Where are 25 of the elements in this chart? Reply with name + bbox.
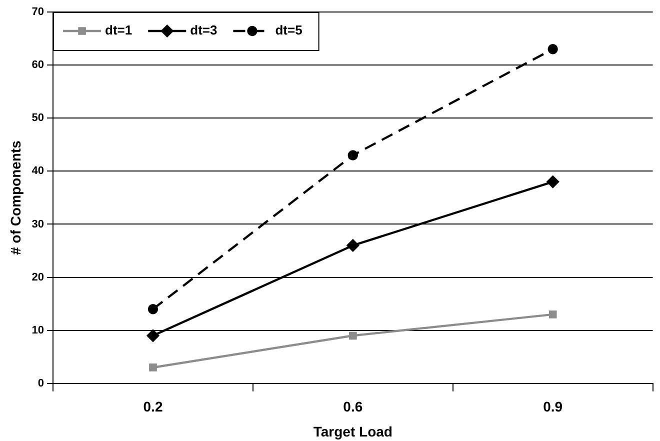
x-tick-label: 0.9 [543, 398, 563, 415]
legend-label: dt=1 [105, 22, 132, 38]
point [149, 364, 157, 372]
y-tick-label: 40 [32, 165, 44, 178]
y-tick-label: 60 [32, 59, 44, 72]
x-axis-title: Target Load [313, 423, 392, 440]
y-axis-title: # of Components [7, 140, 24, 255]
point [148, 304, 158, 314]
point [348, 150, 358, 160]
point [548, 44, 558, 54]
y-tick-label: 10 [32, 324, 44, 336]
y-tick-label: 20 [32, 271, 44, 284]
point [546, 176, 559, 188]
x-tick-label: 0.2 [143, 398, 163, 415]
x-tick-label: 0.6 [343, 398, 363, 415]
legend-label: dt=3 [190, 22, 218, 38]
y-tick-label: 0 [38, 377, 44, 390]
point [548, 310, 557, 318]
y-tick-label: 70 [32, 6, 44, 18]
legend-label: dt=5 [275, 22, 302, 38]
point [348, 332, 357, 340]
y-tick-label: 30 [32, 218, 44, 230]
point [146, 330, 160, 342]
point [346, 239, 360, 252]
y-tick-label: 50 [32, 112, 44, 124]
